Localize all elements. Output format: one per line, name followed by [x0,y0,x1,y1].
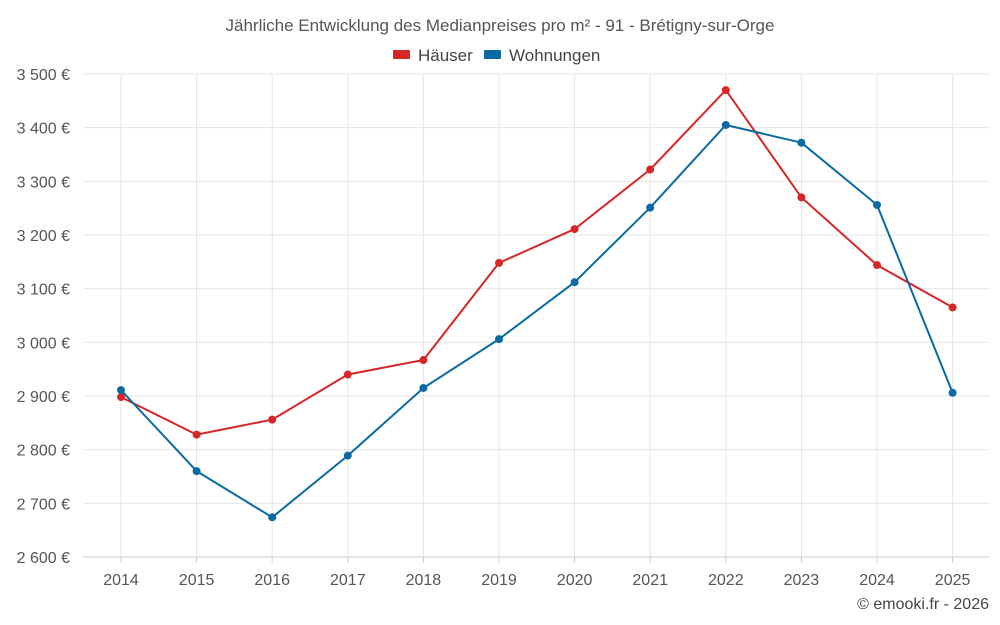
data-point-apartments[interactable] [495,335,503,344]
data-point-apartments[interactable] [192,467,201,476]
y-tick-label: 3 100 € [17,282,70,299]
data-point-apartments[interactable] [343,451,352,460]
x-tick-label: 2023 [784,572,820,589]
x-tick-label: 2017 [330,572,366,589]
x-tick-label: 2021 [632,572,668,589]
y-tick-label: 3 000 € [17,335,70,352]
y-tick-label: 2 700 € [17,496,70,513]
data-point-apartments[interactable] [117,386,125,395]
x-tick-label: 2025 [935,572,971,589]
x-tick-label: 2020 [557,572,593,589]
x-tick-label: 2018 [406,572,442,589]
x-tick-label: 2022 [708,572,744,589]
legend: Häuser Wohnungen [393,46,600,65]
chart-title: Jährliche Entwicklung des Medianpreises … [226,16,775,35]
legend-label-houses[interactable]: Häuser [418,46,473,65]
y-tick-label: 2 600 € [17,550,70,567]
y-tick-label: 3 200 € [17,228,70,245]
y-tick-label: 2 800 € [17,443,70,460]
x-tick-label: 2016 [254,572,290,589]
data-point-apartments[interactable] [570,278,579,287]
data-point-houses[interactable] [646,165,655,174]
x-tick-label: 2014 [103,572,139,589]
data-point-houses[interactable] [948,303,957,312]
y-tick-label: 3 500 € [17,67,70,84]
data-point-houses[interactable] [721,86,730,95]
data-point-houses[interactable] [873,261,881,270]
data-point-houses[interactable] [268,415,277,424]
y-tick-label: 2 900 € [17,389,70,406]
x-tick-label: 2024 [859,572,895,589]
y-tick-label: 3 300 € [17,174,70,191]
data-point-apartments[interactable] [268,513,277,522]
data-point-houses[interactable] [192,430,201,439]
data-point-apartments[interactable] [646,203,655,212]
data-point-houses[interactable] [419,356,428,365]
series-houses [117,86,957,439]
x-tick-label: 2015 [179,572,215,589]
data-point-houses[interactable] [797,193,806,202]
data-point-apartments[interactable] [419,383,428,392]
series-line-houses [120,89,954,436]
data-point-houses[interactable] [117,393,125,402]
legend-label-apartments[interactable]: Wohnungen [509,46,600,65]
series-apartments [117,120,957,522]
legend-swatch-houses [393,50,410,59]
y-tick-label: 3 400 € [17,121,70,138]
data-point-apartments[interactable] [797,138,806,147]
axes: 2 600 € 2 700 € 2 800 € 2 900 € 3 000 € 3 100… [17,67,990,589]
copyright-credit: © emooki.fr - 2026 [857,596,989,613]
grid-lines [83,73,990,558]
series-line-apartments [120,124,954,519]
data-point-houses[interactable] [570,225,579,234]
data-point-houses[interactable] [343,370,352,379]
data-point-apartments[interactable] [948,388,957,397]
data-point-apartments[interactable] [873,200,881,209]
x-tick-label: 2019 [481,572,517,589]
data-point-apartments[interactable] [721,120,730,129]
legend-swatch-apartments [484,50,501,59]
data-series [117,86,957,522]
data-point-houses[interactable] [495,258,503,267]
